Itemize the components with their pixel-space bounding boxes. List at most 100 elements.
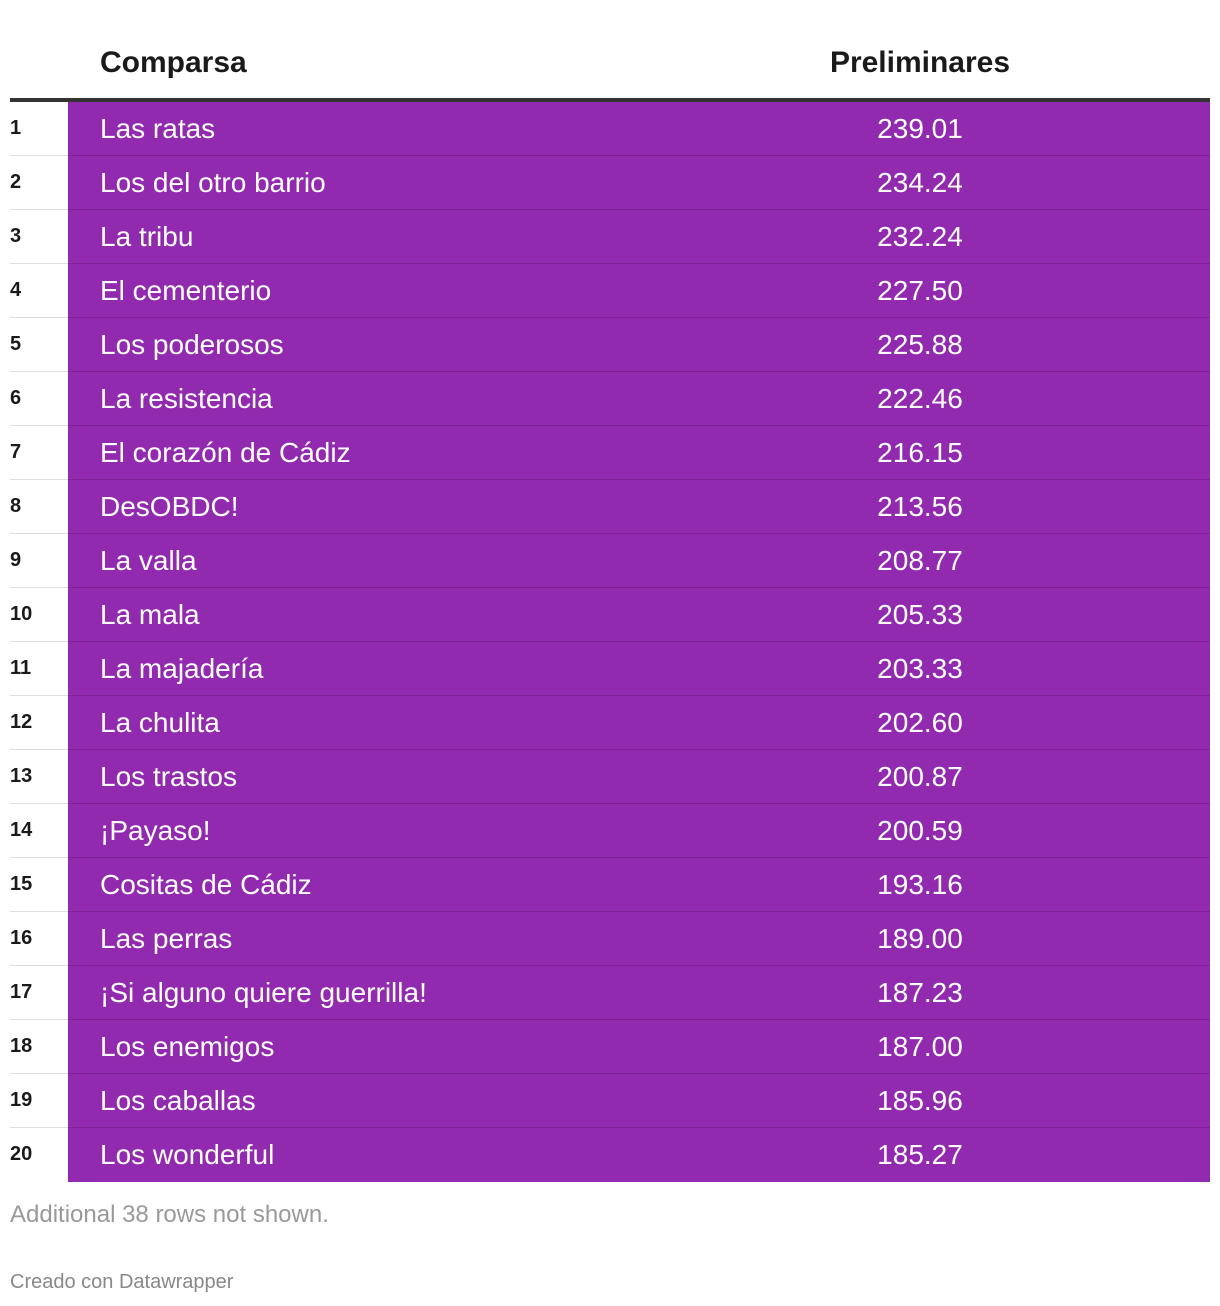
- table-row: 3 La tribu 232.24: [10, 210, 1210, 264]
- row-highlight-band: [68, 372, 1210, 426]
- row-highlight-band: [68, 966, 1210, 1020]
- row-comparsa-name: Las ratas: [100, 113, 216, 144]
- row-preliminares-value: 222.46: [877, 383, 963, 414]
- table-row: 19 Los caballas 185.96: [10, 1074, 1210, 1128]
- rows-not-shown-note: Additional 38 rows not shown.: [10, 1201, 329, 1228]
- datawrapper-credit[interactable]: Creado con Datawrapper: [10, 1271, 234, 1293]
- ranking-table: Comparsa Preliminares 1 Las ratas 239.01 2 L…: [10, 0, 1210, 1182]
- row-rank: 17: [10, 966, 68, 1020]
- table-row: 14 ¡Payaso! 200.59: [10, 804, 1210, 858]
- row-preliminares-value: 200.59: [877, 815, 963, 846]
- row-highlight-band: [68, 318, 1210, 372]
- table-row: 15 Cositas de Cádiz 193.16: [10, 858, 1210, 912]
- row-rank: 6: [10, 372, 68, 426]
- row-preliminares-value: 239.01: [877, 113, 963, 144]
- row-comparsa-name: La resistencia: [100, 383, 273, 414]
- row-preliminares-value: 200.87: [877, 761, 963, 792]
- table-row: 17 ¡Si alguno quiere guerrilla! 187.23: [10, 966, 1210, 1020]
- row-preliminares-value: 213.56: [877, 491, 963, 522]
- row-preliminares-value: 232.24: [877, 221, 963, 252]
- table-row: 12 La chulita 202.60: [10, 696, 1210, 750]
- row-rank: 5: [10, 318, 68, 372]
- row-preliminares-value: 208.77: [877, 545, 963, 576]
- column-header-comparsa[interactable]: Comparsa: [100, 46, 247, 79]
- row-preliminares-value: 202.60: [877, 707, 963, 738]
- row-comparsa-name: Cositas de Cádiz: [100, 869, 312, 900]
- row-comparsa-name: ¡Payaso!: [100, 815, 211, 846]
- row-comparsa-name: Los enemigos: [100, 1031, 275, 1062]
- table-row: 13 Los trastos 200.87: [10, 750, 1210, 804]
- row-preliminares-value: 205.33: [877, 599, 963, 630]
- table-row: 9 La valla 208.77: [10, 534, 1210, 588]
- row-comparsa-name: ¡Si alguno quiere guerrilla!: [100, 977, 427, 1008]
- row-comparsa-name: El corazón de Cádiz: [100, 437, 351, 468]
- row-preliminares-value: 193.16: [877, 869, 963, 900]
- row-highlight-band: [68, 156, 1210, 210]
- table-row: 18 Los enemigos 187.00: [10, 1020, 1210, 1074]
- row-rank: 14: [10, 804, 68, 858]
- row-preliminares-value: 203.33: [877, 653, 963, 684]
- table-row: 2 Los del otro barrio 234.24: [10, 156, 1210, 210]
- row-comparsa-name: La chulita: [100, 707, 220, 738]
- row-highlight-band: [68, 696, 1210, 750]
- table-row: 6 La resistencia 222.46: [10, 372, 1210, 426]
- row-rank: 8: [10, 480, 68, 534]
- row-highlight-band: [68, 426, 1210, 480]
- table-row: 11 La majadería 203.33: [10, 642, 1210, 696]
- row-rank: 10: [10, 588, 68, 642]
- row-comparsa-name: Los trastos: [100, 761, 237, 792]
- table-row: 1 Las ratas 239.01: [10, 102, 1210, 156]
- table-header: Comparsa Preliminares: [10, 0, 1210, 102]
- row-highlight-band: [68, 1020, 1210, 1074]
- row-comparsa-name: El cementerio: [100, 275, 272, 306]
- row-preliminares-value: 216.15: [877, 437, 963, 468]
- table-row: 4 El cementerio 227.50: [10, 264, 1210, 318]
- column-header-preliminares[interactable]: Preliminares: [829, 46, 1011, 79]
- row-highlight-band: [68, 264, 1210, 318]
- row-rank: 18: [10, 1020, 68, 1074]
- row-rank: 13: [10, 750, 68, 804]
- row-preliminares-value: 185.27: [877, 1139, 963, 1170]
- row-rank: 19: [10, 1074, 68, 1128]
- table-body: 1 Las ratas 239.01 2 Los del otro barrio 234.…: [10, 102, 1210, 1182]
- row-highlight-band: [68, 1128, 1210, 1182]
- row-highlight-band: [68, 858, 1210, 912]
- row-highlight-band: [68, 102, 1210, 156]
- table-row: 7 El corazón de Cádiz 216.15: [10, 426, 1210, 480]
- row-rank: 11: [10, 642, 68, 696]
- row-comparsa-name: La tribu: [100, 221, 194, 252]
- row-rank: 15: [10, 858, 68, 912]
- row-highlight-band: [68, 210, 1210, 264]
- row-rank: 7: [10, 426, 68, 480]
- row-rank: 4: [10, 264, 68, 318]
- row-rank: 3: [10, 210, 68, 264]
- table-row: 20 Los wonderful 185.27: [10, 1128, 1210, 1182]
- row-highlight-band: [68, 750, 1210, 804]
- row-comparsa-name: Las perras: [100, 923, 233, 954]
- row-comparsa-name: La mala: [100, 599, 200, 630]
- row-comparsa-name: La majadería: [100, 653, 264, 684]
- row-comparsa-name: Los del otro barrio: [100, 167, 326, 198]
- table-row: 16 Las perras 189.00: [10, 912, 1210, 966]
- row-preliminares-value: 187.23: [877, 977, 963, 1008]
- row-highlight-band: [68, 480, 1210, 534]
- row-preliminares-value: 234.24: [877, 167, 963, 198]
- row-rank: 9: [10, 534, 68, 588]
- row-rank: 1: [10, 102, 68, 156]
- row-highlight-band: [68, 642, 1210, 696]
- row-rank: 20: [10, 1143, 33, 1165]
- row-rank: 12: [10, 696, 68, 750]
- row-rank: 2: [10, 156, 68, 210]
- table-row: 5 Los poderosos 225.88: [10, 318, 1210, 372]
- row-preliminares-value: 187.00: [877, 1031, 963, 1062]
- row-comparsa-name: Los wonderful: [100, 1139, 275, 1170]
- row-rank: 16: [10, 912, 68, 966]
- row-preliminares-value: 185.96: [877, 1085, 963, 1116]
- row-comparsa-name: Los caballas: [100, 1085, 256, 1116]
- row-highlight-band: [68, 804, 1210, 858]
- row-comparsa-name: Los poderosos: [100, 329, 284, 360]
- row-highlight-band: [68, 1074, 1210, 1128]
- row-highlight-band: [68, 534, 1210, 588]
- row-preliminares-value: 227.50: [877, 275, 963, 306]
- row-comparsa-name: La valla: [100, 545, 197, 576]
